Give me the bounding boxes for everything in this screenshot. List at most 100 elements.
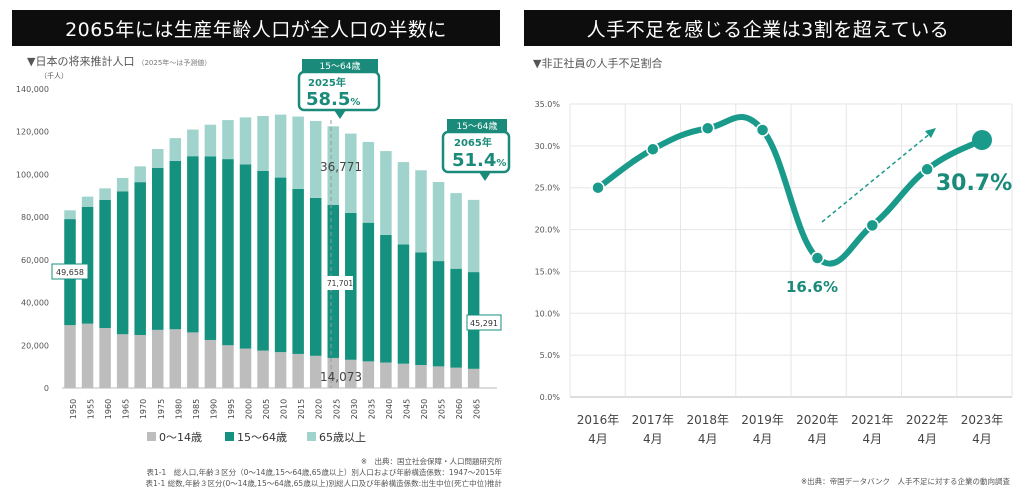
bar-elderly-1950 [64, 210, 76, 220]
population-legend: 0～14歳 15～64歳 65歳以上 [147, 431, 366, 444]
callout-2065-box [441, 130, 511, 174]
label-2025-working: 71,701 [327, 279, 353, 288]
population-x-tick: 2040 [385, 399, 394, 419]
bar-elderly-1985 [187, 129, 199, 157]
callout-2065-value: 51.4% [452, 150, 506, 171]
population-y-tick: 100,000 [16, 170, 49, 179]
bar-elderly-2010 [274, 114, 287, 178]
shortage-point-2017年 [646, 142, 660, 156]
bar-working-1975 [152, 167, 164, 330]
bar-young-1995 [222, 345, 234, 388]
shortage-point-2019年 [755, 123, 770, 137]
bar-working-2055 [432, 261, 445, 367]
bar-young-1965 [116, 334, 129, 388]
left-subtitle-note: （2025年～は予測値） [137, 59, 212, 67]
bar-working-2015 [292, 188, 304, 354]
shortage-x-tick: 2020年 [796, 413, 839, 427]
bar-young-2040 [380, 362, 392, 388]
right-subtitle: ▼非正社員の人手不足割合 [533, 57, 663, 70]
shortage-x-tick: 2023年 [961, 413, 1004, 427]
left-source-line1: ※ 出典：国立社会保障・人口問題研究所 [360, 457, 502, 466]
shortage-series-line [595, 114, 985, 267]
label-1950-box [51, 263, 89, 280]
bar-working-2000 [239, 164, 252, 349]
bar-elderly-2065 [467, 199, 480, 273]
bar-elderly-2025 [327, 126, 339, 205]
population-x-tick: 2000 [245, 399, 254, 419]
shortage-x-subtick: 4月 [588, 432, 608, 446]
population-x-tick: 2030 [350, 399, 359, 419]
shortage-x-tick: 2022年 [906, 413, 949, 427]
bar-working-2060 [450, 268, 462, 368]
population-x-tick: 2010 [280, 399, 289, 419]
bar-elderly-2040 [380, 151, 392, 235]
left-unit: （千人） [40, 72, 68, 80]
bar-elderly-2000 [239, 117, 252, 165]
shortage-y-tick: 30.0% [535, 142, 561, 151]
bar-elderly-2015 [292, 116, 304, 189]
shortage-x-subtick: 4月 [862, 432, 882, 446]
left-subtitle: ▼日本の将来推計人口 （2025年～は予測値） [27, 53, 211, 69]
callout-2065-tag-bg [447, 119, 507, 132]
bar-working-2050 [415, 252, 427, 365]
shortage-y-tick: 10.0% [535, 309, 561, 318]
shortage-y-tick: 0.0% [540, 393, 561, 402]
shortage-x-tick: 2016年 [577, 413, 620, 427]
population-x-tick: 2055 [438, 399, 447, 419]
population-chart: 0 20,000 40,000 60,000 80,000 100,000 120,000 1… [16, 59, 511, 444]
bar-working-1995 [222, 159, 234, 346]
shortage-y-tick: 25.0% [535, 184, 561, 193]
shortage-y-tick: 15.0% [535, 267, 561, 276]
callout-2025-tag-bg [302, 59, 378, 72]
bar-elderly-1960 [99, 188, 111, 200]
population-y-tick: 60,000 [21, 256, 49, 265]
shortage-x-tick: 2019年 [741, 413, 784, 427]
bar-young-1980 [169, 329, 182, 388]
bar-young-1990 [204, 339, 217, 388]
bar-young-2015 [292, 353, 304, 388]
shortage-point-2020年 [810, 251, 825, 265]
population-x-tick: 2045 [402, 399, 411, 419]
bar-young-2020 [309, 355, 322, 388]
shortage-x-tick: 2021年 [851, 413, 894, 427]
bar-elderly-2035 [362, 141, 375, 223]
legend-swatch-working [225, 432, 234, 441]
population-x-tick: 2065 [473, 399, 482, 419]
population-x-tick: 1965 [122, 399, 131, 419]
bar-young-1970 [134, 334, 146, 388]
population-x-tick: 1980 [174, 399, 183, 419]
bar-young-1950 [64, 325, 76, 388]
bar-working-2035 [362, 222, 375, 362]
shortage-point-2016年 [591, 180, 605, 195]
shortage-y-tick: 35.0% [535, 100, 561, 109]
label-2065: 45,291 [470, 319, 498, 328]
trend-arrow [821, 131, 933, 223]
population-x-tick: 2020 [315, 399, 324, 419]
left-source-line2: 表1-1 総人口,年齢３区分（0～14歳,15～64歳,65歳以上）別人口および… [146, 468, 502, 477]
population-x-tick: 1995 [227, 399, 236, 419]
bar-elderly-2005 [257, 115, 269, 171]
shortage-x-subtick: 4月 [643, 432, 663, 446]
shortage-point-2022年 [920, 162, 934, 177]
shortage-y-tick: 5.0% [540, 351, 561, 360]
bar-working-2040 [380, 234, 392, 363]
bar-elderly-1990 [204, 124, 217, 157]
bar-working-1970 [134, 182, 146, 335]
bar-elderly-1980 [169, 138, 182, 161]
bar-working-2020 [309, 197, 322, 356]
population-x-tick: 2050 [420, 399, 429, 419]
bar-elderly-2030 [345, 133, 357, 213]
bar-working-1965 [116, 191, 129, 335]
shortage-x-subtick: 4月 [917, 432, 937, 446]
legend-working: 15～64歳 [237, 431, 287, 444]
bar-young-2010 [274, 352, 287, 388]
population-x-tick: 1950 [69, 399, 78, 419]
annotation-high: 30.7% [936, 171, 1012, 196]
legend-swatch-young [147, 432, 156, 441]
callout-2025-value: 58.5% [306, 89, 360, 110]
population-y-tick: 20,000 [21, 341, 49, 350]
bar-working-1960 [99, 199, 111, 329]
bar-elderly-1970 [134, 166, 146, 183]
population-y-tick: 40,000 [21, 299, 49, 308]
callout-2065-year: 2065年 [454, 136, 492, 149]
